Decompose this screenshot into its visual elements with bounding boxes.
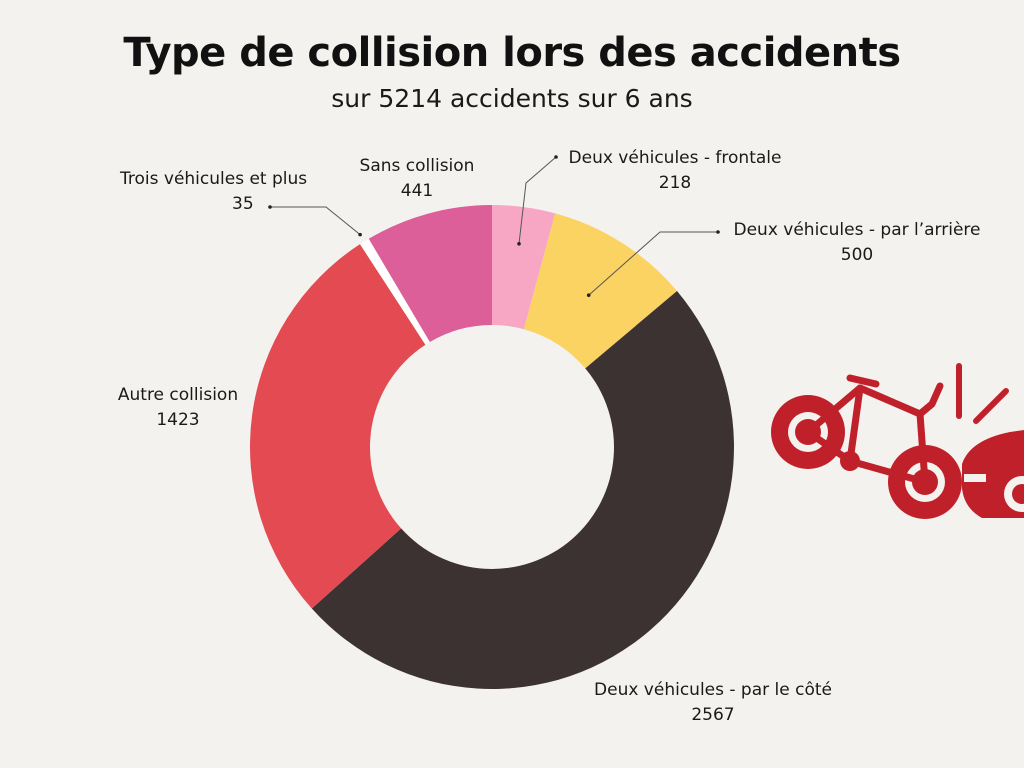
chart-subtitle: sur 5214 accidents sur 6 ans: [331, 84, 693, 113]
label-frontale-name: Deux véhicules - frontale: [568, 148, 782, 168]
slice-autre: [249, 244, 426, 609]
bicycle-car-collision-icon: [771, 363, 1024, 519]
leader-arriere-dot-0: [586, 293, 591, 297]
label-cote: Deux véhicules - par le côté 2567: [578, 678, 848, 728]
label-cote-name: Deux véhicules - par le côté: [594, 680, 832, 700]
label-trois: Trois véhicules et plus 35: [120, 167, 370, 217]
slice-frontale: [492, 205, 556, 330]
label-autre-name: Autre collision: [117, 385, 239, 405]
label-frontale: Deux véhicules - frontale 218: [540, 146, 810, 196]
label-frontale-value: 218: [658, 173, 692, 193]
leader-frontale: [518, 156, 557, 244]
label-sans: Sans collision 441: [342, 154, 492, 204]
label-arriere-name: Deux véhicules - par l’arrière: [733, 220, 981, 240]
leader-arriere-dot-1: [716, 230, 720, 234]
label-autre-value: 1423: [156, 410, 200, 430]
leader-trois-dot-1: [268, 205, 272, 209]
leader-trois-dot-0: [358, 232, 362, 237]
slice-cote: [311, 290, 734, 689]
leader-frontale-dot-1: [554, 155, 558, 159]
slice-arriere: [523, 213, 678, 369]
label-trois-value: 35: [232, 194, 254, 214]
slice-sans: [368, 205, 492, 343]
label-arriere: Deux véhicules - par l’arrière 500: [722, 218, 992, 268]
slices-group: [249, 205, 734, 689]
label-arriere-value: 500: [840, 245, 874, 265]
slice-trois: [360, 238, 430, 345]
leader-arriere: [588, 231, 718, 296]
label-sans-name: Sans collision: [359, 156, 475, 176]
label-autre: Autre collision 1423: [98, 383, 258, 433]
label-sans-value: 441: [400, 181, 434, 201]
leader-trois: [270, 206, 361, 236]
leader-frontale-dot-0: [517, 241, 521, 246]
chart-title: Type de collision lors des accidents: [123, 30, 901, 76]
leader-lines-group: [268, 155, 720, 297]
label-trois-name: Trois véhicules et plus: [120, 169, 308, 189]
label-cote-value: 2567: [691, 705, 735, 725]
